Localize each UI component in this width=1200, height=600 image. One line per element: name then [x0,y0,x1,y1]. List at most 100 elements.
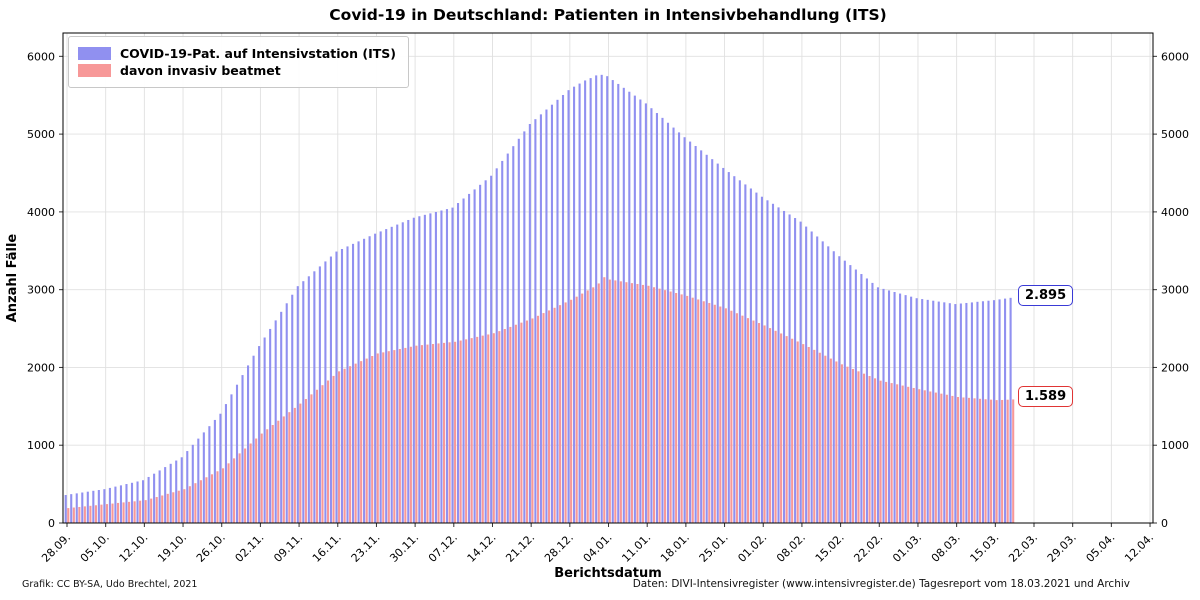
bar-ventilated [398,349,401,523]
x-tick-label: 08.02. [774,531,808,565]
bar-ventilated [155,497,158,523]
bar-ventilated [1001,399,1004,523]
bar-ventilated [216,471,219,523]
bar-ventilated [116,502,120,523]
bar-ventilated [796,341,799,523]
y-tick-label-right: 1000 [1161,439,1189,452]
bar-its [219,413,222,523]
x-tick-label: 23.11. [349,531,383,565]
x-tick-label: 12.10. [117,531,151,565]
bar-its [175,460,178,523]
bar-its [561,94,565,524]
bar-ventilated [111,503,114,523]
bar-ventilated [575,296,578,523]
bar-ventilated [984,399,987,523]
bar-its [180,457,183,523]
bar-its [70,494,73,523]
bar-ventilated [951,395,954,523]
bar-its [241,375,244,523]
bar-its [291,294,294,523]
x-tick-label: 15.03. [968,531,1002,565]
bar-its [335,251,338,523]
bar-its [318,266,321,523]
y-tick-label-right: 5000 [1161,128,1189,141]
bar-its [119,485,123,523]
bar-its [302,281,305,523]
bar-ventilated [990,399,993,523]
bar-its [357,241,360,523]
bar-its [401,222,404,523]
bar-its [655,113,658,523]
bar-ventilated [105,504,109,523]
bar-ventilated [166,493,169,523]
bar-its [418,216,421,524]
bar-ventilated [664,290,667,523]
bar-its [230,394,233,523]
bar-its [247,365,250,523]
bar-ventilated [393,350,396,523]
bar-ventilated [763,325,766,523]
bar-ventilated [630,283,633,523]
bar-ventilated [597,283,600,523]
bar-ventilated [896,384,899,523]
bar-its [97,490,100,523]
bar-its [948,303,951,523]
bar-its [799,221,802,524]
x-tick-label: 15.02. [813,531,847,565]
y-axis-label: Anzahl Fälle [5,233,20,323]
bar-its [363,238,366,524]
bar-ventilated [94,505,97,523]
bar-ventilated [454,341,457,523]
bar-ventilated [271,425,274,523]
bar-ventilated [481,335,484,523]
bar-ventilated [885,381,888,523]
bar-its [644,103,647,523]
bar-ventilated [78,506,81,523]
x-tick-label: 14.12. [465,531,499,565]
bar-its [755,192,758,523]
y-tick-label-right: 2000 [1161,361,1189,374]
bar-its [854,269,857,523]
x-tick-label: 09.11. [271,531,305,565]
bar-its [263,337,266,523]
bar-ventilated [409,346,412,523]
x-tick-label: 22.02. [851,531,885,565]
legend-swatch-blue [78,47,111,60]
bar-its [235,384,239,523]
bar-ventilated [945,394,948,523]
bar-ventilated [492,333,495,523]
bar-its [805,226,808,523]
y-tick-label-left: 0 [48,517,55,530]
bar-its [611,80,614,523]
bar-ventilated [343,368,346,523]
bar-ventilated [404,347,407,523]
bar-ventilated [332,375,335,523]
bar-its [937,301,940,523]
x-tick-label: 04.01. [581,531,615,565]
bar-its [584,80,587,523]
bar-ventilated [752,320,755,523]
bar-ventilated [288,412,291,523]
bar-ventilated [365,358,368,523]
bar-its [650,108,653,524]
bar-its [871,282,874,523]
bar-ventilated [824,355,827,523]
bar-ventilated [608,279,611,523]
bar-its [672,127,675,523]
bar-its [423,214,426,523]
bar-ventilated [553,307,556,523]
axis-ticks [59,55,1157,527]
bar-ventilated [641,284,645,523]
bar-its [462,198,465,523]
bar-ventilated [564,302,567,523]
annotation-ventilated-current: 1.589 [1018,386,1074,407]
bar-its [258,346,261,523]
bar-its [711,159,714,523]
bar-its [252,355,255,523]
bar-its [860,274,863,523]
bar-ventilated [503,329,506,523]
bar-ventilated [918,389,921,523]
bar-its [147,476,150,523]
bar-its [125,484,128,523]
bar-its [208,426,211,523]
